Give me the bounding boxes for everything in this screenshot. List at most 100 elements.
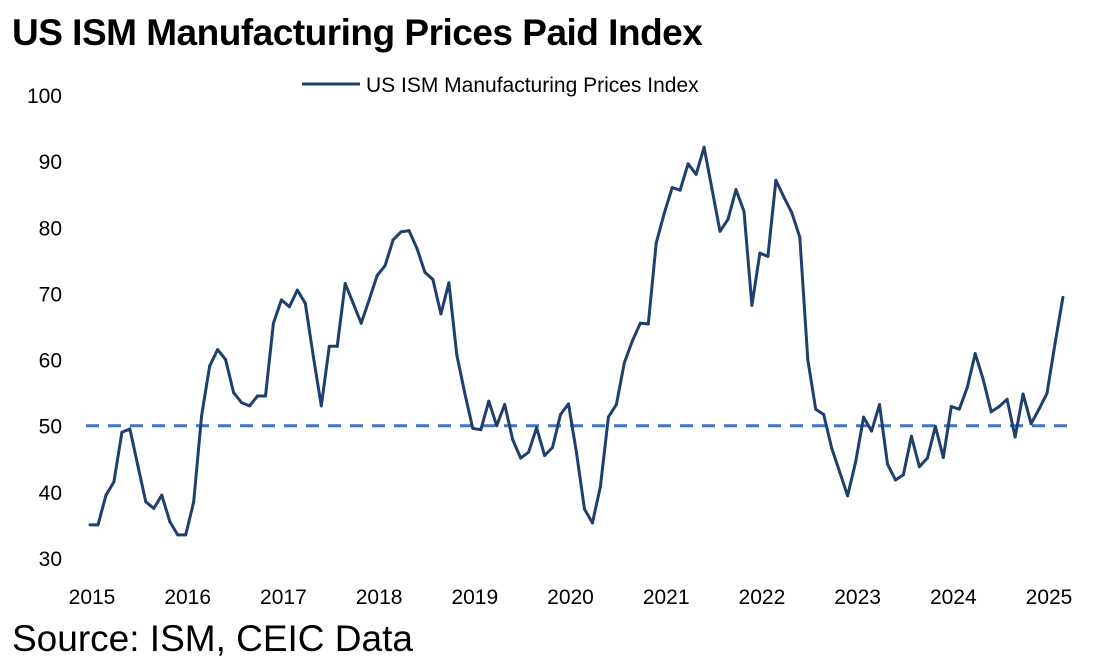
source-note: Source: ISM, CEIC Data bbox=[12, 618, 413, 659]
data-point bbox=[407, 229, 411, 233]
data-point bbox=[893, 478, 897, 482]
data-point bbox=[965, 385, 969, 389]
data-point bbox=[1045, 391, 1049, 395]
data-point bbox=[830, 446, 834, 450]
data-point bbox=[527, 450, 531, 454]
x-tick-label: 2020 bbox=[547, 586, 594, 609]
data-point bbox=[662, 211, 666, 215]
data-point bbox=[543, 453, 547, 457]
x-tick-label: 2023 bbox=[834, 586, 881, 609]
data-point bbox=[327, 344, 331, 348]
data-point bbox=[208, 364, 212, 368]
data-point bbox=[551, 446, 555, 450]
series-points bbox=[88, 145, 1065, 537]
data-point bbox=[224, 358, 228, 362]
y-tick-label: 70 bbox=[39, 283, 62, 306]
data-point bbox=[742, 209, 746, 213]
data-point bbox=[598, 485, 602, 489]
data-point bbox=[1013, 435, 1017, 439]
data-point bbox=[176, 533, 180, 537]
data-point bbox=[1021, 392, 1025, 396]
data-point bbox=[295, 288, 299, 292]
y-axis-ticks: 100 90 80 70 60 50 40 30 bbox=[27, 85, 62, 571]
data-point bbox=[216, 348, 220, 352]
data-point bbox=[200, 414, 204, 418]
y-tick-label: 80 bbox=[39, 217, 62, 240]
data-point bbox=[702, 145, 706, 149]
y-tick-label: 60 bbox=[39, 350, 62, 373]
data-point bbox=[686, 162, 690, 166]
data-point bbox=[271, 321, 275, 325]
data-point bbox=[806, 358, 810, 362]
data-point bbox=[303, 301, 307, 305]
x-tick-label: 2024 bbox=[930, 586, 977, 609]
data-point bbox=[375, 274, 379, 278]
data-point bbox=[917, 465, 921, 469]
data-point bbox=[279, 298, 283, 302]
data-point bbox=[160, 493, 164, 497]
data-point bbox=[638, 321, 642, 325]
data-point bbox=[646, 322, 650, 326]
data-point bbox=[854, 460, 858, 464]
data-point bbox=[383, 264, 387, 268]
data-point bbox=[822, 412, 826, 416]
data-point bbox=[287, 305, 291, 309]
data-point bbox=[774, 178, 778, 182]
data-point bbox=[359, 321, 363, 325]
data-point bbox=[136, 463, 140, 467]
data-point bbox=[989, 410, 993, 414]
data-point bbox=[678, 188, 682, 192]
data-point bbox=[878, 403, 882, 407]
data-point bbox=[232, 391, 236, 395]
data-point bbox=[718, 229, 722, 233]
data-point bbox=[981, 377, 985, 381]
data-point bbox=[622, 361, 626, 365]
data-point bbox=[511, 438, 515, 442]
data-point bbox=[88, 523, 92, 527]
data-point bbox=[240, 401, 244, 405]
y-tick-label: 30 bbox=[39, 548, 62, 571]
x-tick-label: 2016 bbox=[164, 586, 211, 609]
data-point bbox=[343, 282, 347, 286]
data-point bbox=[311, 354, 315, 358]
data-point bbox=[367, 298, 371, 302]
data-point bbox=[606, 415, 610, 419]
data-point bbox=[535, 426, 539, 430]
y-tick-label: 50 bbox=[39, 416, 62, 439]
data-point bbox=[96, 523, 100, 527]
x-tick-label: 2019 bbox=[451, 586, 498, 609]
data-point bbox=[870, 429, 874, 433]
data-point bbox=[790, 211, 794, 215]
x-tick-label: 2025 bbox=[1026, 586, 1073, 609]
data-point bbox=[909, 434, 913, 438]
data-point bbox=[957, 407, 961, 411]
data-point bbox=[479, 428, 483, 432]
data-point bbox=[582, 507, 586, 511]
data-point bbox=[144, 500, 148, 504]
data-point bbox=[399, 230, 403, 234]
data-point bbox=[248, 404, 251, 408]
data-point bbox=[255, 394, 259, 398]
data-point bbox=[1061, 295, 1065, 299]
data-point bbox=[933, 424, 937, 428]
data-point bbox=[574, 451, 578, 455]
legend-label: US ISM Manufacturing Prices Index bbox=[366, 74, 699, 97]
data-point bbox=[263, 394, 267, 398]
data-point bbox=[567, 402, 570, 406]
data-point bbox=[614, 403, 618, 407]
data-point bbox=[726, 217, 730, 221]
data-point bbox=[128, 427, 132, 431]
data-point bbox=[949, 405, 953, 409]
data-point bbox=[184, 533, 188, 537]
data-point bbox=[862, 415, 866, 419]
data-point bbox=[901, 473, 905, 477]
data-point bbox=[798, 235, 802, 239]
chart-title: US ISM Manufacturing Prices Paid Index bbox=[12, 12, 703, 53]
data-point bbox=[590, 521, 594, 525]
x-tick-label: 2018 bbox=[356, 586, 403, 609]
data-point bbox=[455, 353, 459, 357]
data-point bbox=[168, 520, 172, 524]
y-tick-label: 40 bbox=[39, 482, 62, 505]
data-point bbox=[503, 403, 507, 407]
series-line-prices-index bbox=[90, 145, 1065, 537]
